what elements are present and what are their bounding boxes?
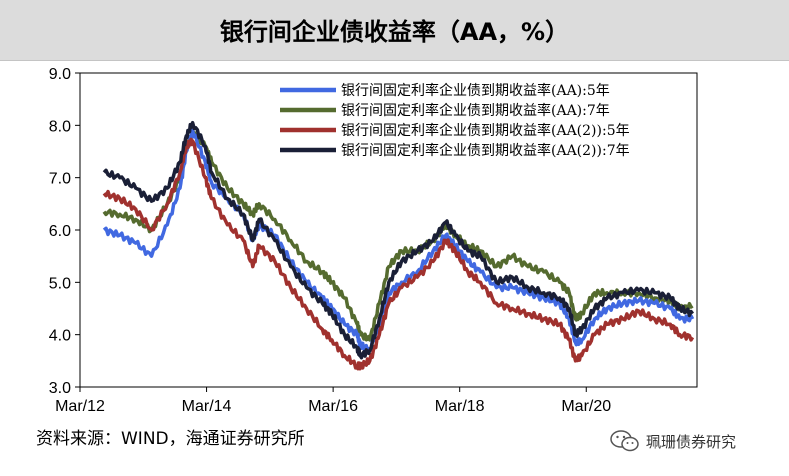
legend-label-1: 银行间固定利率企业债到期收益率(AA):7年 bbox=[341, 102, 610, 119]
title-band bbox=[0, 0, 789, 61]
x-tick-label: Mar/12 bbox=[55, 398, 105, 415]
x-tick-label: Mar/16 bbox=[308, 398, 358, 415]
line-chart: 3.0 4.0 5.0 6.0 7.0 8.0 9.0 Mar/12 Mar/14 Mar/16 M… bbox=[49, 66, 698, 415]
y-tick-label: 3.0 bbox=[49, 380, 71, 397]
y-tick-label: 4.0 bbox=[49, 328, 71, 345]
y-tick-label: 7.0 bbox=[49, 171, 71, 188]
plot-area bbox=[79, 72, 698, 388]
x-tick-label: Mar/18 bbox=[435, 398, 485, 415]
chart-title: 银行间企业债收益率（AA，%） bbox=[219, 18, 570, 46]
watermark-text: 珮珊债券研究 bbox=[646, 432, 737, 451]
source-note: 资料来源：WIND，海通证券研究所 bbox=[36, 429, 305, 449]
y-tick-label: 9.0 bbox=[49, 66, 71, 83]
x-tick-label: Mar/14 bbox=[182, 398, 232, 415]
wechat-icon bbox=[610, 430, 639, 452]
legend-label-3: 银行间固定利率企业债到期收益率(AA(2)):7年 bbox=[341, 142, 630, 159]
series-line-3 bbox=[102, 120, 695, 360]
series-line-2 bbox=[102, 137, 695, 371]
series-line-0 bbox=[102, 128, 695, 354]
watermark: 珮珊债券研究 bbox=[610, 430, 736, 452]
x-tick-label: Mar/20 bbox=[561, 398, 611, 415]
legend-label-0: 银行间固定利率企业债到期收益率(AA):5年 bbox=[341, 82, 610, 99]
y-tick-label: 6.0 bbox=[49, 223, 71, 240]
legend-label-2: 银行间固定利率企业债到期收益率(AA(2)):5年 bbox=[341, 122, 630, 139]
y-tick-label: 5.0 bbox=[49, 275, 71, 292]
y-tick-label: 8.0 bbox=[49, 118, 71, 135]
